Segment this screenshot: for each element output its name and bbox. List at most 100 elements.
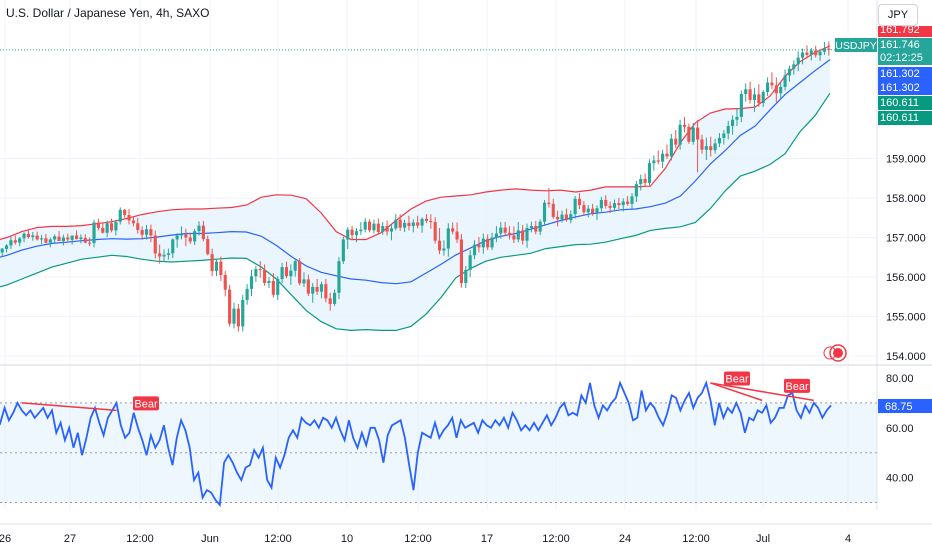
candle bbox=[105, 220, 109, 238]
candle bbox=[779, 82, 783, 99]
candle bbox=[796, 51, 800, 72]
candle bbox=[639, 174, 643, 191]
candle-body bbox=[652, 160, 656, 164]
candle bbox=[407, 215, 411, 231]
candle bbox=[123, 209, 127, 218]
candle-body bbox=[105, 223, 109, 233]
x-tick-label: 12:00 bbox=[126, 533, 154, 545]
candle bbox=[13, 235, 17, 245]
candle bbox=[193, 228, 197, 246]
candle-body bbox=[83, 237, 87, 243]
candle bbox=[455, 222, 459, 244]
rsi-line bbox=[0, 380, 832, 508]
candle-body bbox=[0, 248, 4, 253]
candle-body bbox=[472, 244, 477, 256]
candle-body bbox=[363, 221, 367, 230]
rsi-tick-label: 80.00 bbox=[886, 373, 914, 385]
candle-body bbox=[241, 299, 245, 327]
candle bbox=[809, 47, 813, 61]
candle bbox=[599, 196, 603, 212]
currency-button[interactable]: JPY bbox=[878, 4, 918, 26]
x-tick-label: 12:00 bbox=[682, 533, 710, 545]
candle bbox=[79, 234, 83, 244]
candle bbox=[529, 221, 533, 233]
candle-body bbox=[639, 178, 643, 185]
y-tick-label: 156.000 bbox=[886, 272, 926, 284]
candle bbox=[144, 224, 149, 240]
candle-body bbox=[586, 208, 590, 213]
candle bbox=[153, 230, 157, 259]
candle-body bbox=[337, 261, 341, 293]
candle bbox=[324, 278, 328, 303]
upper-band-value: 161.792 bbox=[880, 24, 920, 36]
candle-body bbox=[516, 230, 520, 240]
rsi-tick-label: 60.00 bbox=[886, 423, 914, 435]
candle-body bbox=[617, 203, 621, 206]
candle bbox=[617, 197, 621, 210]
x-tick-label: 24 bbox=[619, 533, 631, 545]
candle bbox=[446, 223, 450, 257]
candle-body bbox=[678, 124, 682, 145]
candle bbox=[691, 122, 695, 145]
candle-body bbox=[687, 126, 691, 142]
candle bbox=[477, 237, 481, 253]
candle bbox=[814, 45, 818, 58]
candle bbox=[612, 199, 617, 212]
candle bbox=[333, 289, 337, 306]
candle-body bbox=[564, 214, 568, 221]
candle bbox=[674, 129, 678, 149]
candle-body bbox=[140, 229, 144, 235]
candle bbox=[586, 205, 590, 218]
candle bbox=[757, 84, 761, 107]
candle bbox=[232, 302, 236, 329]
candle-body bbox=[433, 222, 437, 241]
candle-body bbox=[171, 239, 175, 254]
candle-body bbox=[267, 280, 271, 283]
candle-body bbox=[656, 160, 660, 162]
candle bbox=[53, 234, 57, 244]
candle-body bbox=[66, 237, 70, 240]
candle-body bbox=[149, 229, 153, 236]
candle bbox=[696, 119, 700, 173]
candle-body bbox=[223, 275, 227, 290]
candle bbox=[372, 219, 376, 234]
candle bbox=[787, 65, 792, 82]
candle-body bbox=[499, 227, 503, 234]
candle-body bbox=[722, 133, 726, 138]
candle-body bbox=[420, 218, 424, 226]
candle-body bbox=[521, 230, 525, 241]
candle bbox=[284, 261, 289, 279]
candle bbox=[525, 223, 529, 248]
candle-body bbox=[442, 248, 446, 251]
candle-body bbox=[669, 138, 673, 157]
candle bbox=[604, 195, 608, 209]
candle-body bbox=[276, 278, 280, 295]
candle-body bbox=[647, 163, 652, 183]
bear-label: Bear bbox=[725, 373, 749, 385]
lower-band-value-2-bg bbox=[878, 111, 932, 125]
candle bbox=[175, 233, 179, 248]
candle bbox=[424, 214, 429, 224]
candle bbox=[319, 281, 324, 299]
candle-body bbox=[792, 64, 796, 69]
candle-body bbox=[92, 222, 96, 244]
flag-icon[interactable] bbox=[823, 344, 847, 362]
candle bbox=[665, 144, 669, 160]
candle-body bbox=[674, 138, 678, 145]
symbol-tag-bg bbox=[835, 38, 877, 52]
candle bbox=[136, 217, 140, 234]
candle-body bbox=[761, 92, 765, 104]
candle-body bbox=[26, 233, 31, 238]
candle bbox=[468, 250, 472, 278]
candle-body bbox=[569, 214, 573, 221]
x-tick-label: 27 bbox=[64, 533, 76, 545]
candle-body bbox=[96, 222, 100, 229]
y-tick-label: 155.000 bbox=[886, 312, 926, 324]
candle bbox=[556, 210, 560, 227]
candle-body bbox=[306, 279, 310, 294]
candle-body bbox=[612, 203, 617, 208]
bear-label-bg bbox=[784, 378, 810, 393]
candle-body bbox=[236, 308, 240, 327]
